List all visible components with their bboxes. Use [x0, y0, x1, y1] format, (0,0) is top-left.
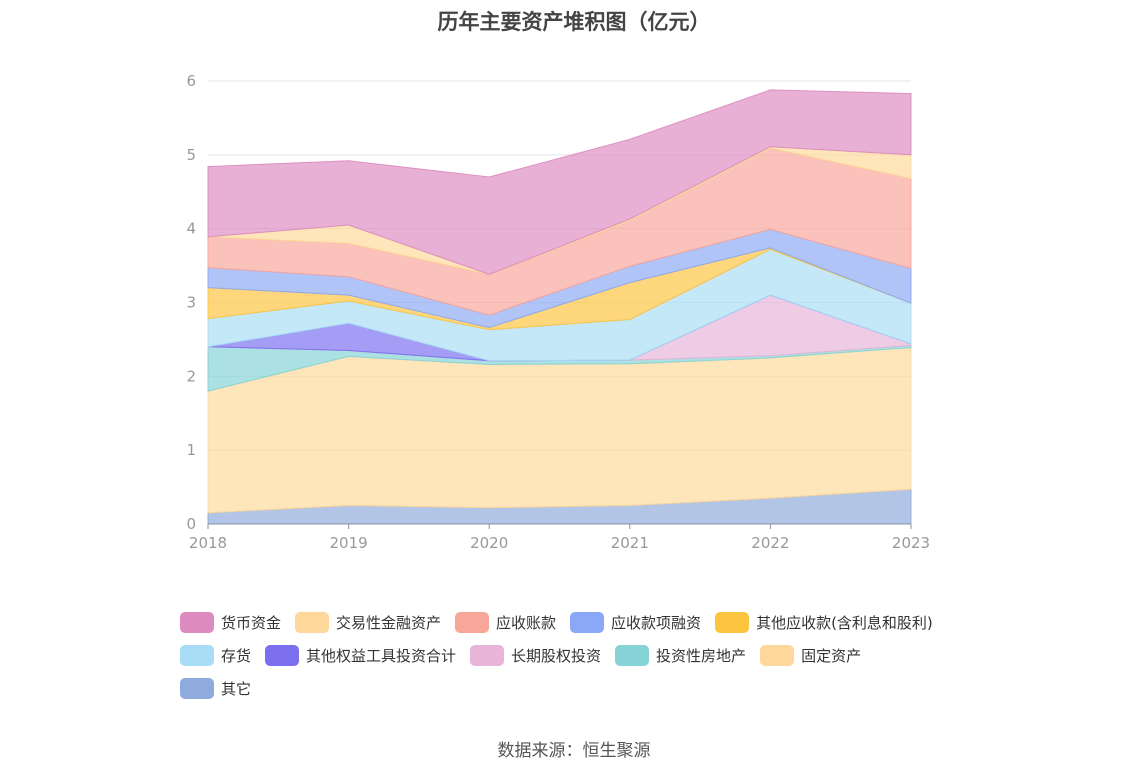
area-series [207, 89, 912, 525]
stacked-area-chart: 0 1 2 3 4 5 6 2018 2019 2020 2021 2022 2023 [186, 72, 930, 552]
x-tick-label: 2021 [611, 534, 649, 552]
legend-label: 交易性金融资产 [336, 614, 442, 632]
legend-item[interactable]: 其他应收款(含利息和股利) [715, 612, 933, 633]
legend-item[interactable]: 其它 [180, 678, 251, 699]
legend-row: 货币资金 交易性金融资产 应收账款 应收款项融资 其他应收款(含利息和股利) [180, 606, 1000, 639]
legend-swatch [180, 645, 214, 666]
legend-swatch [715, 612, 750, 633]
y-tick-label: 2 [186, 367, 196, 385]
y-tick-label: 3 [186, 294, 196, 312]
x-tick-label: 2019 [330, 534, 368, 552]
legend-item[interactable]: 存货 [180, 645, 251, 666]
legend-label: 其他权益工具投资合计 [306, 647, 457, 665]
area-货币资金 [207, 89, 912, 275]
legend-item[interactable]: 其他权益工具投资合计 [265, 645, 456, 666]
legend-label: 应收款项融资 [611, 614, 702, 632]
y-tick-label: 6 [186, 72, 196, 90]
legend-label: 其它 [221, 680, 252, 698]
legend-swatch [470, 645, 505, 666]
x-tick-label: 2020 [470, 534, 508, 552]
legend-item[interactable]: 交易性金融资产 [295, 612, 441, 633]
legend-label: 固定资产 [801, 647, 862, 665]
legend-label: 存货 [221, 647, 252, 665]
y-tick-label: 5 [186, 146, 196, 164]
legend-swatch [615, 645, 650, 666]
y-tick-label: 4 [186, 220, 196, 238]
legend-label: 投资性房地产 [656, 647, 747, 665]
legend-label: 应收账款 [496, 614, 557, 632]
legend-item[interactable]: 投资性房地产 [615, 645, 746, 666]
legend-item[interactable]: 货币资金 [180, 612, 281, 633]
area-固定资产 [207, 346, 912, 514]
legend-swatch [455, 612, 490, 633]
legend-swatch [265, 645, 300, 666]
x-tick-label: 2022 [751, 534, 789, 552]
legend-item[interactable]: 固定资产 [760, 645, 861, 666]
legend-swatch [180, 678, 214, 699]
y-tick-label: 1 [186, 441, 196, 459]
y-tick-label: 0 [186, 515, 196, 533]
x-tick-label: 2023 [892, 534, 930, 552]
axes: 0 1 2 3 4 5 6 2018 2019 2020 2021 2022 2023 [186, 72, 930, 552]
data-source: 数据来源：恒生聚源 [497, 741, 651, 761]
legend-row: 存货 其他权益工具投资合计 长期股权投资 投资性房地产 固定资产 [180, 639, 1000, 672]
legend-swatch [760, 645, 795, 666]
legend-item[interactable]: 长期股权投资 [470, 645, 601, 666]
legend-row: 其它 [180, 672, 1000, 705]
legend-swatch [180, 612, 214, 633]
legend-item[interactable]: 应收款项融资 [570, 612, 701, 633]
legend-swatch [295, 612, 330, 633]
legend-label: 其他应收款(含利息和股利) [756, 614, 933, 632]
legend-item[interactable]: 应收账款 [455, 612, 556, 633]
x-tick-label: 2018 [189, 534, 227, 552]
legend-swatch [570, 612, 605, 633]
chart-title: 历年主要资产堆积图（亿元） [437, 10, 711, 34]
legend-label: 货币资金 [221, 614, 282, 632]
legend-label: 长期股权投资 [511, 647, 602, 665]
legend: 货币资金 交易性金融资产 应收账款 应收款项融资 其他应收款(含利息和股利) 存货 其他权益… [180, 606, 1000, 705]
